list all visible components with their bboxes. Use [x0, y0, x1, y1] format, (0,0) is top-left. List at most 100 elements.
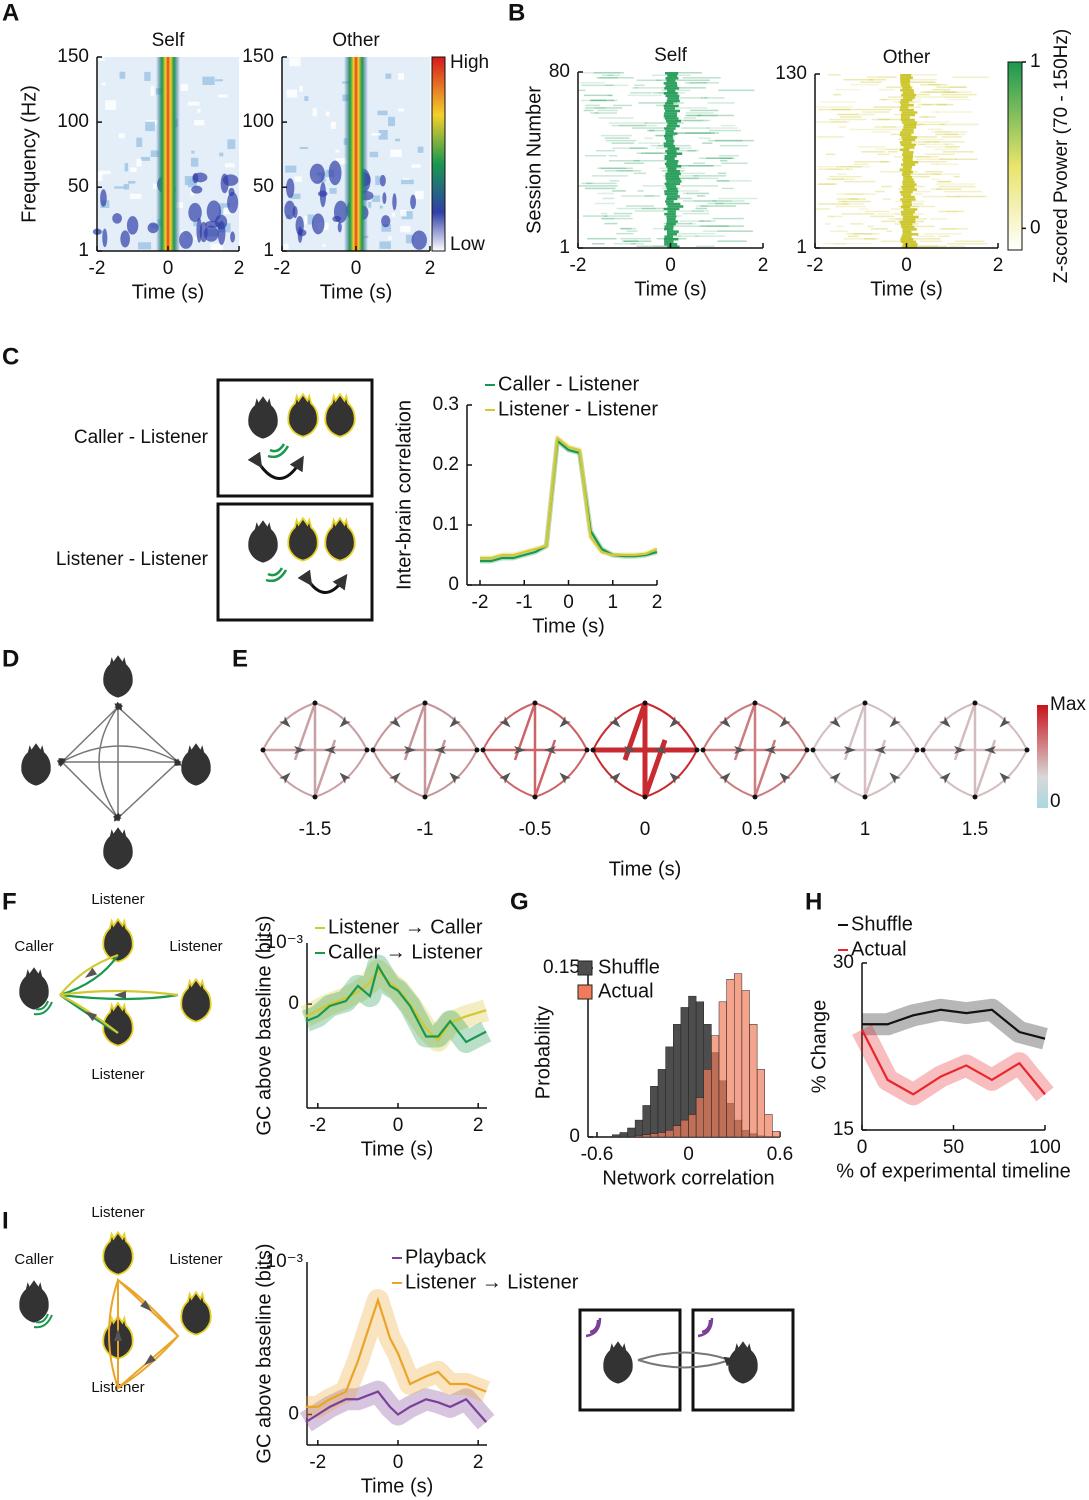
time-label: 1.5 — [962, 819, 988, 840]
raster-streak — [620, 237, 651, 240]
raster-streak — [676, 132, 715, 134]
raster-streak — [898, 205, 920, 208]
raster-streak — [604, 222, 618, 225]
raster-core — [664, 154, 677, 158]
raster-core — [902, 121, 917, 124]
y-tick-label: 130 — [775, 63, 807, 84]
raster-core — [899, 190, 913, 194]
raster-streak — [918, 143, 926, 146]
raster-streak — [667, 197, 693, 200]
time-label: -0.5 — [519, 819, 552, 840]
raster-streak — [939, 158, 958, 161]
raster-streak — [584, 187, 616, 190]
raster-core — [900, 143, 916, 147]
x-tick-label: -2 — [309, 1115, 326, 1136]
raster-streak — [948, 86, 968, 88]
heatmap-texture — [405, 234, 414, 244]
raster-streak — [833, 243, 873, 245]
bat — [103, 827, 133, 870]
raster-streak — [818, 203, 849, 205]
raster-streak — [684, 119, 704, 122]
raster-streak — [827, 74, 841, 76]
raster-streak — [816, 106, 853, 108]
raster-core — [665, 175, 679, 178]
raster-streak — [850, 223, 864, 225]
raster-streak — [947, 98, 971, 101]
raster-core — [899, 108, 914, 112]
heatmap-texture — [381, 215, 391, 228]
raster-core — [663, 92, 678, 95]
panel-label: D — [2, 645, 19, 672]
heatmap-texture — [289, 57, 301, 67]
raster-streak — [689, 82, 708, 84]
bat — [19, 1280, 49, 1323]
raster-streak — [841, 203, 864, 205]
raster-streak — [836, 225, 844, 228]
raster-streak — [841, 213, 875, 215]
raster-core — [900, 238, 914, 241]
raster-streak — [925, 91, 959, 93]
x-tick-label: 50 — [943, 1137, 964, 1158]
arrowhead — [294, 746, 306, 754]
error-band — [305, 1289, 491, 1418]
legend-label: Caller → Listener — [328, 941, 483, 963]
raster-core — [902, 218, 916, 221]
raster-core — [900, 118, 915, 122]
raster-streak — [816, 136, 844, 138]
arrowhead — [609, 772, 621, 784]
raster-core — [664, 112, 678, 115]
raster-streak — [677, 235, 699, 237]
heatmap-texture — [307, 214, 314, 225]
raster-core — [902, 203, 913, 206]
raster-streak — [691, 210, 704, 212]
raster-streak — [824, 223, 831, 225]
raster-core — [664, 87, 680, 90]
raster-streak — [953, 175, 960, 178]
raster-core — [899, 220, 916, 224]
raster-streak — [684, 114, 702, 117]
panel-label: I — [2, 1207, 9, 1234]
raster-core — [900, 116, 910, 119]
line — [480, 435, 658, 560]
box — [578, 1308, 682, 1412]
y-tick-label: 30 — [833, 952, 854, 973]
raster-streak — [607, 94, 613, 97]
raster-core — [902, 195, 915, 199]
chart-title: Self — [152, 30, 185, 51]
raster-streak — [578, 89, 586, 92]
raster-streak — [636, 79, 670, 82]
raster-core — [664, 240, 674, 243]
arrowhead — [779, 772, 791, 784]
node — [532, 700, 538, 706]
raster-core — [899, 168, 912, 171]
raster-streak — [924, 141, 940, 143]
raster-streak — [944, 133, 966, 136]
raster-streak — [956, 195, 988, 198]
raster-streak — [849, 128, 882, 131]
raster-streak — [838, 126, 847, 128]
heatmap-texture — [130, 167, 137, 172]
heatmap-band — [344, 57, 368, 251]
raster-streak — [898, 188, 906, 190]
heatmap-texture — [193, 222, 197, 227]
raster-streak — [622, 240, 639, 242]
edges — [62, 707, 178, 818]
caller-label: Caller — [14, 938, 53, 955]
heatmap-texture — [126, 216, 139, 235]
raster-core — [663, 104, 679, 108]
raster-core — [902, 153, 913, 157]
y-axis-label: GC above baseline (bits) — [253, 1243, 275, 1463]
raster-streak — [839, 165, 871, 168]
raster-streak — [836, 173, 847, 175]
call-icon — [267, 443, 290, 459]
node — [312, 700, 318, 706]
arrowhead — [719, 716, 731, 728]
raster-core — [901, 245, 917, 248]
raster-streak — [843, 78, 874, 81]
raster-streak — [940, 93, 977, 96]
arrowhead — [140, 1300, 152, 1312]
raster-core — [666, 215, 677, 218]
raster-core — [901, 93, 917, 97]
raster-streak — [627, 94, 663, 97]
